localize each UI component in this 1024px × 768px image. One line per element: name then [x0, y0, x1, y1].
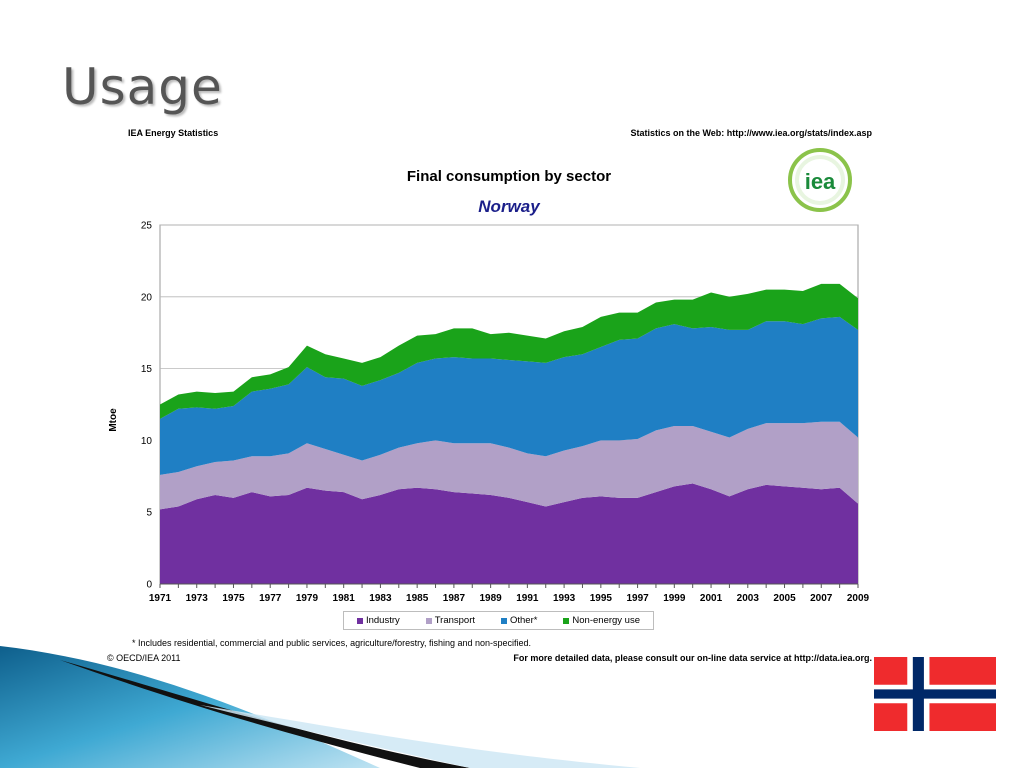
area-transport	[160, 421, 858, 510]
x-tick-label: 2003	[737, 593, 760, 604]
area-industry	[160, 483, 858, 584]
x-tick-label: 1983	[369, 593, 392, 604]
copyright: © OECD/IEA 2011	[107, 653, 181, 663]
y-tick-label: 5	[146, 508, 152, 519]
x-tick-label: 1989	[480, 593, 503, 604]
x-tick-label: 1977	[259, 593, 282, 604]
y-tick-label: 25	[141, 221, 153, 232]
x-tick-label: 1997	[626, 593, 649, 604]
chart-subtitle: Norway	[478, 197, 540, 216]
legend-label-other: Other*	[509, 615, 538, 626]
header-web-link[interactable]: Statistics on the Web: http://www.iea.or…	[630, 128, 872, 138]
y-tick-label: 0	[146, 580, 152, 591]
x-tick-label: 1971	[149, 593, 172, 604]
y-tick-label: 10	[141, 436, 153, 447]
chart-title: Final consumption by sector	[406, 168, 612, 185]
x-tick-label: 2005	[773, 593, 796, 604]
area-non-energy	[160, 283, 858, 419]
norway-flag-icon	[874, 657, 996, 731]
legend-label-non-energy: Non-energy use	[572, 615, 641, 626]
legend-item-other: Other*	[500, 615, 538, 626]
more-data-link[interactable]: For more detailed data, please consult o…	[513, 653, 872, 663]
y-axis-label: Mtoe	[108, 408, 119, 432]
slide-title: Usage	[62, 58, 223, 116]
x-tick-label: 1991	[516, 593, 539, 604]
x-tick-label: 2009	[847, 593, 870, 604]
legend-swatch-non-energy	[563, 617, 570, 624]
legend-swatch-other	[500, 617, 507, 624]
x-tick-label: 1981	[333, 593, 356, 604]
iea-logo-text: iea	[805, 169, 836, 194]
iea-logo: iea	[788, 148, 852, 212]
x-tick-label: 1995	[590, 593, 613, 604]
area-other	[160, 316, 858, 475]
legend-item-transport: Transport	[425, 615, 476, 626]
y-tick-label: 15	[141, 364, 153, 375]
legend-item-industry: Industry	[356, 615, 400, 626]
legend-item-non-energy: Non-energy use	[563, 615, 640, 626]
chart-legend: Industry Transport Other* Non-energy use	[343, 611, 654, 630]
legend-label-transport: Transport	[434, 615, 476, 626]
x-tick-label: 2007	[810, 593, 833, 604]
x-tick-label: 1999	[663, 593, 686, 604]
x-tick-label: 1973	[186, 593, 209, 604]
x-tick-label: 1985	[406, 593, 429, 604]
x-tick-label: 1993	[553, 593, 576, 604]
legend-label-industry: Industry	[365, 615, 400, 626]
footnote: * Includes residential, commercial and p…	[132, 638, 532, 648]
area-chart: 0 5 10 15 20 25 1971 1973 1975 1977 1979 1981 1983 19…	[108, 221, 870, 605]
chart-axes: 0 5 10 15 20 25 1971 1973 1975 1977 1979 1981 1983 19…	[141, 221, 870, 605]
x-tick-label: 1987	[443, 593, 466, 604]
header-source-label: IEA Energy Statistics	[128, 128, 219, 138]
x-tick-label: 1975	[222, 593, 245, 604]
legend-swatch-transport	[425, 617, 432, 624]
chart-areas	[160, 283, 858, 584]
legend-swatch-industry	[356, 617, 363, 624]
x-tick-label: 1979	[296, 593, 319, 604]
x-tick-label: 2001	[700, 593, 723, 604]
y-tick-label: 20	[141, 292, 153, 303]
